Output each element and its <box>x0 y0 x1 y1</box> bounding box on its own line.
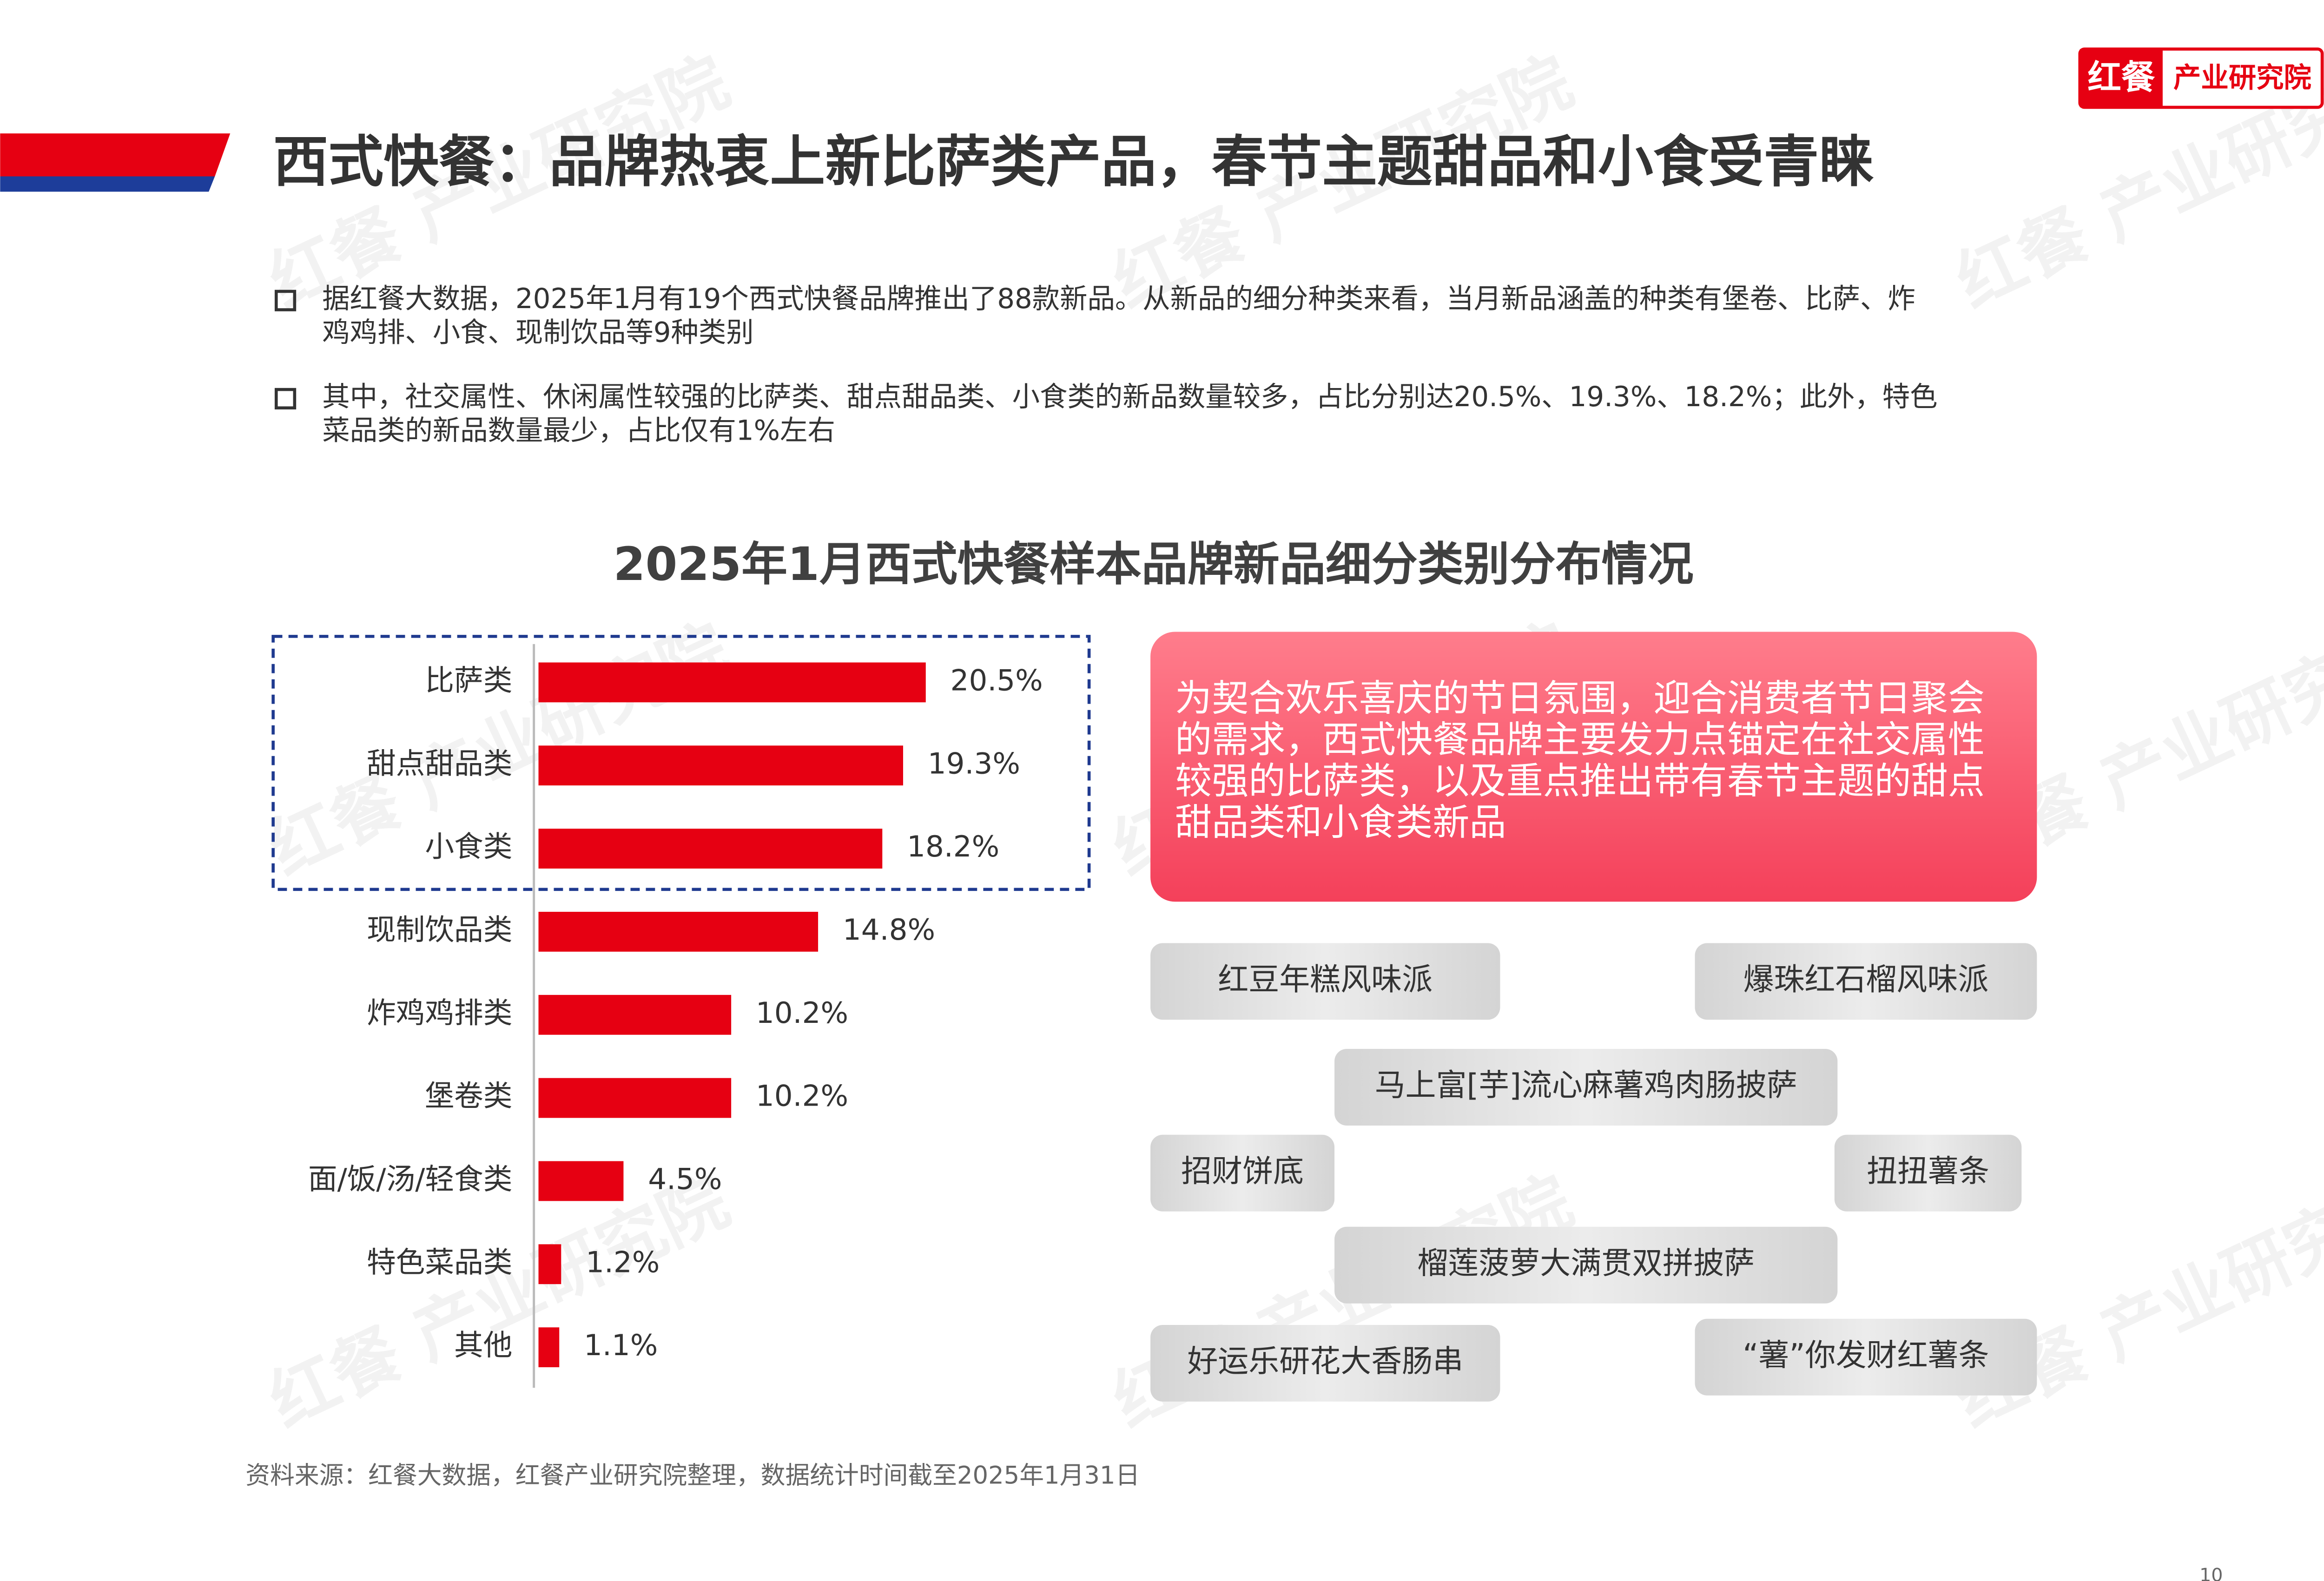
header-stripe <box>0 133 231 177</box>
category-label: 面/饭/汤/轻食类 <box>308 1162 513 1196</box>
bullet-text: 据红餐大数据，2025年1月有19个西式快餐品牌推出了88款新品。从新品的细分种… <box>322 283 1915 315</box>
bar <box>538 745 903 786</box>
header-stripe <box>0 176 215 192</box>
bullet-text: 菜品类的新品数量最少，占比仅有1%左右 <box>322 415 835 447</box>
value-label: 18.2% <box>907 830 999 863</box>
category-label: 其他 <box>454 1328 512 1362</box>
page-number: 10 <box>2199 1565 2223 1581</box>
category-label: 堡卷类 <box>425 1079 512 1113</box>
tag-box <box>1150 1134 1335 1212</box>
tag-box <box>1334 1226 1838 1304</box>
tag-text: 榴莲菠萝大满贯双拼披萨 <box>1417 1245 1755 1281</box>
bar <box>538 1327 560 1368</box>
callout-text: 的需求，西式快餐品牌主要发力点锚定在社交属性 <box>1175 718 1985 761</box>
watermark: 红餐 产业研究院 <box>257 1161 740 1442</box>
tag-box <box>1334 1049 1838 1126</box>
value-label: 20.5% <box>951 663 1043 697</box>
bullet-text: 其中，社交属性、休闲属性较强的比萨类、甜点甜品类、小食类的新品数量较多，占比分别… <box>322 381 1937 413</box>
value-label: 14.8% <box>843 913 935 947</box>
bar <box>538 1161 624 1201</box>
tag-box <box>1834 1134 2022 1212</box>
bullet-text: 鸡鸡排、小食、现制饮品等9种类别 <box>322 316 753 349</box>
value-label: 19.3% <box>928 746 1020 780</box>
logo-block <box>2080 49 2163 107</box>
bar <box>538 662 926 703</box>
bar <box>538 1078 732 1118</box>
category-label: 炸鸡鸡排类 <box>367 996 512 1030</box>
category-label: 现制饮品类 <box>367 913 512 947</box>
value-label: 1.2% <box>586 1245 660 1279</box>
chart-title: 2025年1月西式快餐样本品牌新品细分类别分布情况 <box>614 538 1694 591</box>
highlight-box <box>271 635 1091 891</box>
tag-text: 招财饼底 <box>1181 1153 1304 1189</box>
logo-left: 红餐 <box>2087 59 2155 98</box>
bar <box>538 1244 561 1285</box>
value-label: 1.1% <box>584 1328 658 1362</box>
logo-right: 产业研究院 <box>2173 62 2311 94</box>
tag-text: 好运乐研花大香肠串 <box>1187 1344 1463 1379</box>
tag-box <box>1150 943 1500 1020</box>
bar <box>538 912 819 952</box>
value-label: 4.5% <box>648 1162 722 1196</box>
category-label: 比萨类 <box>425 663 512 697</box>
category-label: 甜点甜品类 <box>367 746 512 780</box>
tag-box <box>1150 1324 1500 1402</box>
tag-text: 爆珠红石榴风味派 <box>1743 962 1988 997</box>
bullet-marker <box>274 388 297 410</box>
callout-text: 较强的比萨类，以及重点推出带有春节主题的甜点 <box>1175 759 1985 803</box>
bar <box>538 829 883 869</box>
page-title: 西式快餐：品牌热衷上新比萨类产品，春节主题甜品和小食受青睐 <box>273 130 1874 194</box>
tag-text: “薯”你发财红薯条 <box>1743 1337 1989 1373</box>
bullet-marker <box>274 290 297 311</box>
callout-text: 为契合欢乐喜庆的节日氛围，迎合消费者节日聚会 <box>1175 676 1985 719</box>
callout-box <box>1150 632 2037 902</box>
value-label: 10.2% <box>756 996 848 1030</box>
tag-text: 扭扭薯条 <box>1867 1153 1989 1189</box>
bar <box>538 995 732 1035</box>
logo: 红餐 产业研究院 <box>2078 47 2324 109</box>
source-note: 资料来源：红餐大数据，红餐产业研究院整理，数据统计时间截至2025年1月31日 <box>245 1461 1140 1489</box>
tag-text: 红豆年糕风味派 <box>1218 962 1433 997</box>
tag-text: 马上富[芋]流心麻薯鸡肉肠披萨 <box>1375 1067 1797 1103</box>
category-label: 小食类 <box>425 830 512 863</box>
tag-box <box>1695 1318 2037 1396</box>
value-label: 10.2% <box>756 1079 848 1113</box>
tag-box <box>1695 943 2037 1020</box>
callout-text: 甜品类和小食类新品 <box>1175 801 1506 844</box>
category-label: 特色菜品类 <box>367 1245 512 1279</box>
